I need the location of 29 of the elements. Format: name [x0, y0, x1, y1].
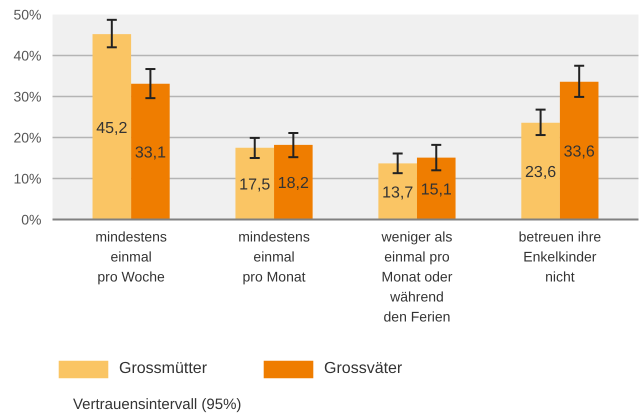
text: Vertrauensintervall (95%) — [73, 396, 242, 412]
bar — [416, 158, 456, 220]
data-label: 17,5 — [239, 176, 270, 194]
y-tick-label: 50% — [13, 6, 42, 22]
bar — [560, 82, 598, 220]
bar — [92, 34, 132, 220]
x-tick-label: mindestens einmal pro Woche — [95, 228, 167, 285]
x-tick-label: mindestens einmal pro Monat — [238, 228, 310, 285]
data-label: 15,1 — [420, 182, 452, 199]
y-tick-label: 40% — [13, 48, 42, 64]
x-tick-label: betreuen ihre Enkelkinder nicht — [518, 228, 602, 285]
bar — [521, 122, 560, 220]
data-label: 45,2 — [96, 120, 128, 137]
data-label: 23,6 — [525, 164, 556, 182]
x-tick-label: weniger als einmal pro Monat oder während den Ferien — [380, 228, 453, 325]
legend-label: Grossväter — [324, 360, 402, 378]
legend-label: Grossmütter — [119, 360, 208, 378]
y-tick-label: 20% — [13, 130, 42, 146]
y-tick-label: 10% — [13, 170, 42, 186]
bar — [235, 148, 274, 220]
y-tick-label: 0% — [21, 212, 42, 228]
y-tick-label: 30% — [13, 88, 42, 104]
bar — [274, 144, 313, 220]
bar — [131, 84, 170, 220]
data-label: 33,1 — [134, 144, 166, 162]
data-label: 13,7 — [382, 184, 414, 202]
bar — [378, 163, 417, 220]
data-label: 33,6 — [564, 144, 595, 161]
data-label: 18,2 — [278, 175, 310, 192]
